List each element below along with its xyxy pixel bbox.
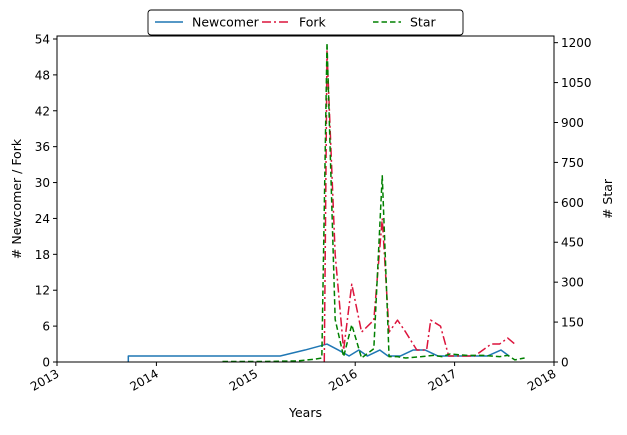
series-line-fork xyxy=(323,50,516,362)
y-right-tick-label: 600 xyxy=(561,196,584,210)
y-left-tick-label: 24 xyxy=(35,212,50,226)
y-right-tick-label: 300 xyxy=(561,276,584,290)
y-left-tick-label: 0 xyxy=(42,356,50,370)
legend-label-star: Star xyxy=(410,15,436,30)
x-tick-label: 2016 xyxy=(326,366,359,393)
y-left-tick-label: 54 xyxy=(35,32,50,46)
plot-frame xyxy=(56,35,555,363)
x-tick-label: 2014 xyxy=(127,366,160,393)
y-axis-left-label: # Newcomer / Fork xyxy=(9,138,24,259)
y-axis-right-label: # Star xyxy=(600,178,615,219)
y-left-tick-label: 6 xyxy=(42,320,50,334)
series-layer xyxy=(127,41,525,362)
y-left-tick-label: 48 xyxy=(35,68,50,82)
axes-layer xyxy=(56,35,555,363)
x-tick-label: 2018 xyxy=(525,366,558,393)
legend-label-fork: Fork xyxy=(299,15,327,30)
x-axis-label: Years xyxy=(288,405,322,420)
x-axis: 2013 2014 2015 2016 2017 2018 xyxy=(28,362,559,394)
legend: Newcomer Fork Star xyxy=(147,9,464,36)
y-right-tick-label: 450 xyxy=(561,236,584,250)
y-left-tick-label: 18 xyxy=(35,248,50,262)
legend-label-newcomer: Newcomer xyxy=(192,15,260,30)
y-left-tick-label: 36 xyxy=(35,140,50,154)
y-right-tick-label: 0 xyxy=(561,356,569,370)
y-axis-left: 0 6 12 18 24 30 36 42 48 54 xyxy=(35,32,57,370)
y-right-tick-label: 750 xyxy=(561,156,584,170)
y-right-tick-label: 1050 xyxy=(561,76,592,90)
y-axis-right: 0 150 300 450 600 750 900 1050 1200 xyxy=(554,36,592,370)
y-right-tick-label: 900 xyxy=(561,116,584,130)
y-left-tick-label: 12 xyxy=(35,284,50,298)
y-left-tick-label: 42 xyxy=(35,104,50,118)
series-line-star xyxy=(222,41,525,362)
x-tick-label: 2013 xyxy=(28,366,61,393)
plot-background xyxy=(57,36,554,362)
y-right-tick-label: 1200 xyxy=(561,36,592,50)
y-left-tick-label: 30 xyxy=(35,176,50,190)
x-tick-label: 2017 xyxy=(426,366,459,393)
x-tick-label: 2015 xyxy=(227,366,260,393)
legend-box xyxy=(147,9,464,36)
y-right-tick-label: 150 xyxy=(561,316,584,330)
